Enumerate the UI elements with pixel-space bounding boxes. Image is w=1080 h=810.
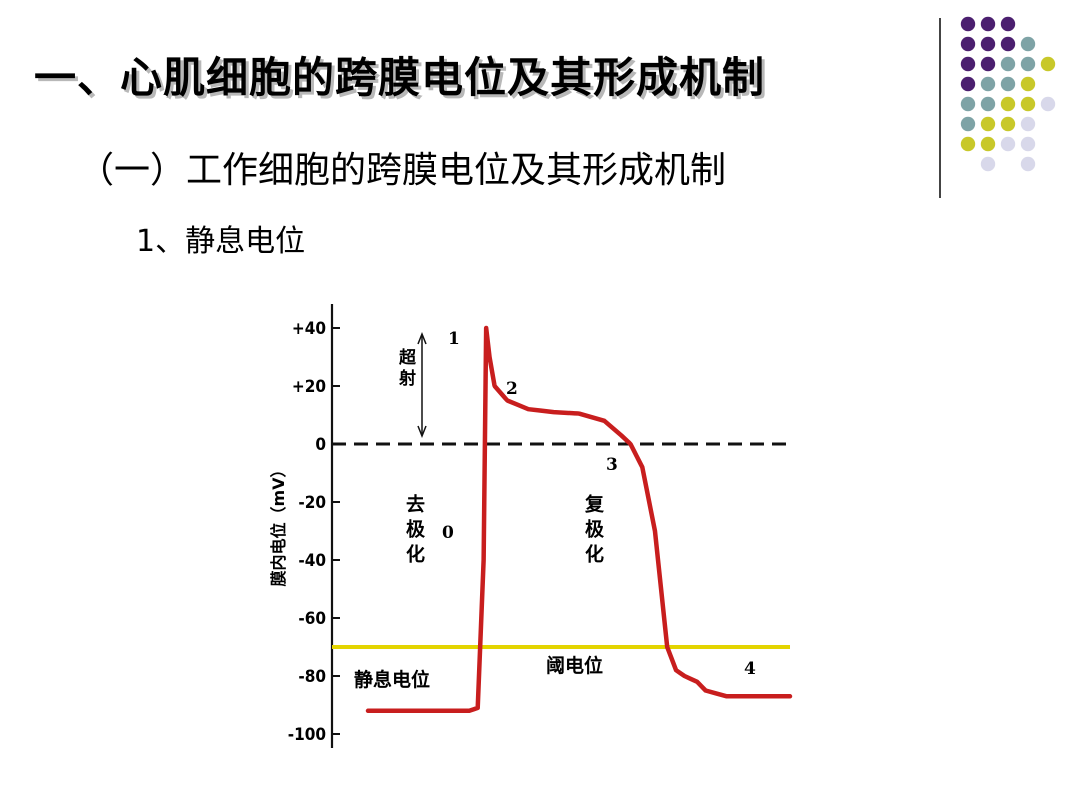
- decor-dot: [960, 76, 976, 92]
- decor-dot: [960, 116, 976, 132]
- y-tick-label: -20: [298, 493, 326, 513]
- decor-dot: [1020, 136, 1036, 152]
- y-tick-label: 0: [315, 435, 326, 455]
- decor-dot: [1000, 136, 1016, 152]
- decor-dot: [1000, 116, 1016, 132]
- resting-potential-label: 静息电位: [354, 668, 430, 691]
- phase-label-2: 2: [506, 379, 518, 399]
- decor-dot: [960, 16, 976, 32]
- decor-dot-grid: [960, 16, 1056, 172]
- slide-title: 一、心肌细胞的跨膜电位及其形成机制: [34, 53, 766, 102]
- decor-dot: [960, 36, 976, 52]
- section-heading: 1、静息电位: [136, 224, 306, 259]
- decor-dot: [960, 56, 976, 72]
- y-tick-label: +20: [292, 377, 326, 397]
- phase-label-1: 1: [448, 329, 460, 349]
- decor-dot: [1000, 36, 1016, 52]
- decor-dot: [1020, 56, 1036, 72]
- decor-dot: [960, 136, 976, 152]
- decor-dot: [1020, 76, 1036, 92]
- decor-dot: [1040, 56, 1056, 72]
- decor-dot: [1000, 16, 1016, 32]
- slide-subtitle: （一）工作细胞的跨膜电位及其形成机制: [78, 150, 727, 191]
- decor-dot: [980, 56, 996, 72]
- action-potential-chart: 膜内电位（mV） +40 +20 0 -20 -40 -60 -80 -100 1 2 3 0…: [269, 304, 793, 748]
- y-tick-label: -100: [288, 725, 326, 745]
- decor-dot: [980, 36, 996, 52]
- y-tick-label: +40: [292, 319, 326, 339]
- decor-dot: [1020, 156, 1036, 172]
- decor-dot: [1000, 76, 1016, 92]
- decor-dot: [980, 116, 996, 132]
- action-potential-curve: [365, 325, 793, 714]
- decor-dot: [980, 76, 996, 92]
- decor-dot: [980, 16, 996, 32]
- threshold-label: 阈电位: [546, 654, 603, 677]
- y-tick-label: -60: [298, 609, 326, 629]
- overshoot-arrow-head-bottom: [417, 425, 427, 439]
- y-tick-label: -40: [298, 551, 326, 571]
- decor-dot: [1020, 36, 1036, 52]
- repolarization-label: 复极化: [582, 493, 605, 569]
- overshoot-arrow-head-top: [417, 331, 427, 345]
- decor-dot: [960, 96, 976, 112]
- decor-dot: [980, 136, 996, 152]
- decor-dot: [1000, 56, 1016, 72]
- phase-label-0: 0: [442, 523, 454, 543]
- phase-label-3: 3: [606, 455, 618, 475]
- y-tick-label: -80: [298, 667, 326, 687]
- phase-label-4: 4: [744, 659, 756, 679]
- decor-divider: [939, 18, 941, 198]
- decor-dot: [1040, 96, 1056, 112]
- y-axis-label: 膜内电位（mV）: [269, 461, 288, 586]
- decor-dot: [980, 156, 996, 172]
- depolarization-label: 去极化: [403, 493, 425, 569]
- decor-dot: [980, 96, 996, 112]
- overshoot-label: 超射: [395, 347, 417, 390]
- decor-dot: [1020, 116, 1036, 132]
- decor-dot: [1020, 96, 1036, 112]
- decor-dot: [1000, 96, 1016, 112]
